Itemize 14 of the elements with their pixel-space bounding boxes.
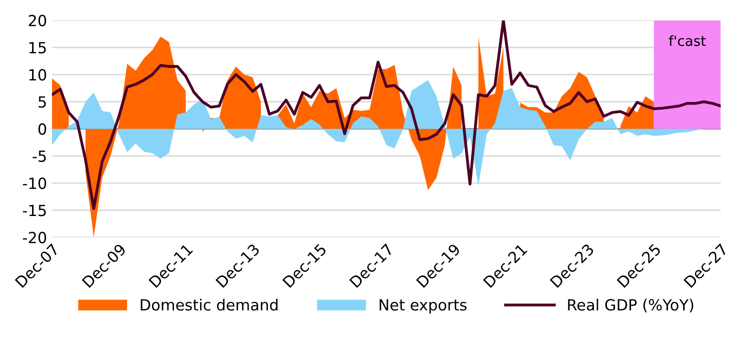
- annotation: f'cast: [668, 35, 706, 46]
- legend-label: Domestic demand: [140, 298, 278, 311]
- y-tick-label: -10: [22, 178, 46, 190]
- y-tick-label: 15: [29, 42, 46, 54]
- y-tick-label: -20: [22, 232, 46, 244]
- y-tick-label: 0: [38, 123, 46, 135]
- y-tick-label: -5: [32, 150, 46, 162]
- legend-label: Real GDP (%YoY): [568, 298, 694, 312]
- y-tick-label: 20: [28, 14, 46, 26]
- y-tick-label: 10: [29, 69, 46, 81]
- y-tick-label: 5: [38, 96, 46, 108]
- legend-label: Net exports: [380, 299, 467, 314]
- y-tick-label: -15: [22, 204, 46, 216]
- line-series: [52, 20, 721, 210]
